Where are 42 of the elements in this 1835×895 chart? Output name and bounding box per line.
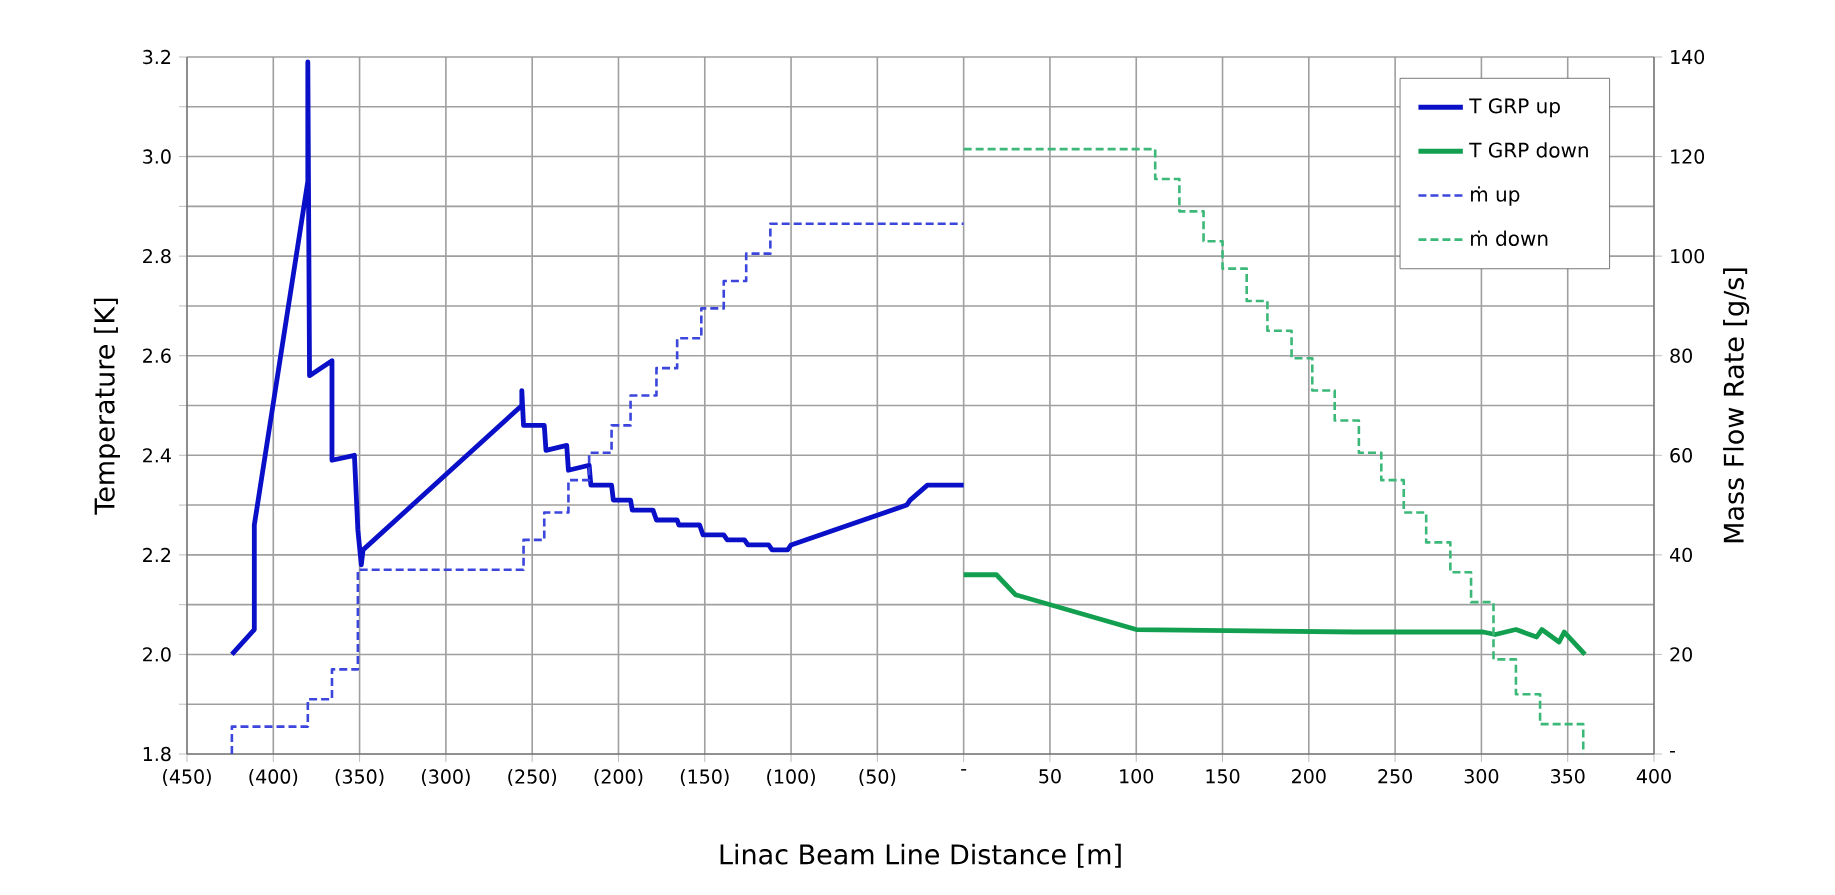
y2-tick-label: 120 bbox=[1671, 149, 1705, 164]
x-tick-label: 150 bbox=[1206, 769, 1240, 784]
y-axis-title: Temperature [K] bbox=[93, 298, 120, 515]
x-tick-label: 250 bbox=[1378, 769, 1412, 784]
x-tick-label: 300 bbox=[1464, 769, 1499, 784]
x-tick-label: 50 bbox=[1039, 769, 1061, 784]
y-tick-label: 2.2 bbox=[143, 547, 171, 562]
y-tick-label: 3.2 bbox=[143, 49, 171, 65]
legend-label: T GRP down bbox=[1469, 142, 1588, 158]
x-tick-label: (300) bbox=[421, 769, 470, 786]
y2-tick-label: 60 bbox=[1670, 448, 1692, 463]
y2-tick-label: 20 bbox=[1670, 647, 1692, 662]
x-tick-label: 350 bbox=[1551, 769, 1585, 784]
x-tick-label: (100) bbox=[767, 769, 815, 786]
y2-tick-label: - bbox=[1670, 751, 1675, 753]
y2-tick-label: 140 bbox=[1671, 49, 1705, 65]
y-tick-label: 2.8 bbox=[143, 248, 171, 264]
y-tick-label: 1.8 bbox=[143, 746, 171, 762]
x-tick-label: 400 bbox=[1636, 769, 1671, 784]
line-series bbox=[229, 59, 967, 657]
x-tick-label: (400) bbox=[249, 769, 298, 786]
legend-label: T GRP up bbox=[1469, 98, 1560, 118]
x-tick-label: 100 bbox=[1120, 769, 1154, 784]
y-tick-label: 2.0 bbox=[143, 647, 171, 662]
y-tick-label: 2.4 bbox=[143, 448, 171, 463]
x-tick-label: - bbox=[961, 769, 967, 771]
y-tick-label: 3.0 bbox=[143, 149, 171, 164]
y2-tick-label: 80 bbox=[1670, 348, 1692, 363]
y2-tick-label: 40 bbox=[1670, 547, 1692, 563]
x-tick-label: (50) bbox=[859, 769, 896, 786]
y2-axis-title: Mass Flow Rate [g/s] bbox=[1723, 268, 1750, 543]
x-axis-title: Linac Beam Line Distance [m] bbox=[720, 843, 1121, 868]
x-tick-label: (200) bbox=[594, 769, 643, 786]
y-tick-label: 2.6 bbox=[143, 348, 171, 363]
x-tick-label: (250) bbox=[508, 769, 557, 786]
legend-label: ṁ up bbox=[1471, 186, 1520, 206]
y2-tick-label: 100 bbox=[1671, 248, 1705, 264]
x-tick-label: (450) bbox=[163, 769, 211, 786]
legend-label: ṁ down bbox=[1471, 230, 1548, 247]
x-tick-label: 200 bbox=[1292, 769, 1326, 784]
x-tick-label: (350) bbox=[335, 769, 384, 786]
x-tick-label: (150) bbox=[680, 769, 729, 786]
